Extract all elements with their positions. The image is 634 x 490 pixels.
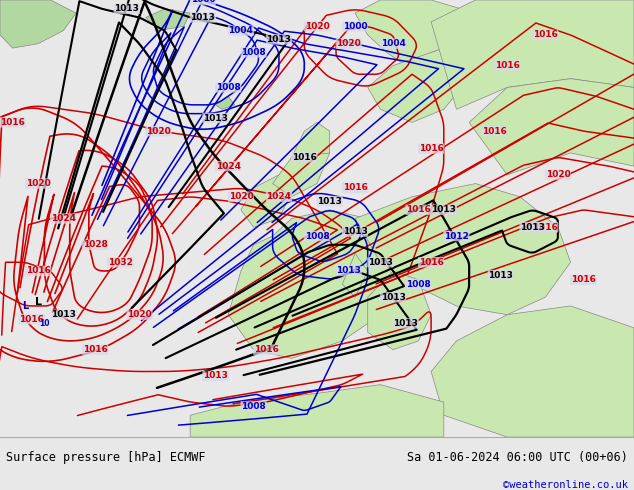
Polygon shape bbox=[0, 0, 76, 48]
Text: 1013: 1013 bbox=[342, 227, 368, 236]
Polygon shape bbox=[431, 306, 634, 437]
Text: 1016: 1016 bbox=[25, 267, 51, 275]
Text: L: L bbox=[34, 296, 42, 307]
Text: 1004: 1004 bbox=[380, 39, 406, 48]
Polygon shape bbox=[216, 96, 235, 109]
Text: 1004: 1004 bbox=[228, 26, 254, 35]
Text: 10: 10 bbox=[39, 319, 49, 328]
Text: 1016: 1016 bbox=[82, 345, 108, 354]
Polygon shape bbox=[431, 0, 634, 109]
Text: 1032: 1032 bbox=[108, 258, 133, 267]
Text: 1013: 1013 bbox=[114, 4, 139, 13]
Text: 1013: 1013 bbox=[317, 196, 342, 206]
Text: 1013: 1013 bbox=[520, 223, 545, 232]
Text: 1016: 1016 bbox=[342, 183, 368, 193]
Text: 1000: 1000 bbox=[191, 0, 215, 4]
Text: 1016: 1016 bbox=[495, 61, 520, 70]
Text: 1020: 1020 bbox=[228, 192, 254, 201]
Text: 1013: 1013 bbox=[380, 293, 406, 302]
Text: 1024: 1024 bbox=[266, 192, 292, 201]
Text: 1013: 1013 bbox=[368, 258, 393, 267]
Polygon shape bbox=[292, 122, 330, 157]
Text: 1016: 1016 bbox=[292, 153, 317, 162]
Polygon shape bbox=[190, 385, 444, 437]
Text: 1020: 1020 bbox=[127, 310, 152, 319]
Text: 1013: 1013 bbox=[393, 319, 418, 328]
Text: 1024: 1024 bbox=[51, 214, 76, 223]
Text: 1013: 1013 bbox=[431, 205, 456, 214]
Polygon shape bbox=[146, 9, 190, 30]
Text: 1020: 1020 bbox=[545, 171, 571, 179]
Text: 1016: 1016 bbox=[254, 345, 279, 354]
Text: 1020: 1020 bbox=[336, 39, 361, 48]
Text: 1013: 1013 bbox=[336, 267, 361, 275]
Text: 1016: 1016 bbox=[418, 258, 444, 267]
Text: ©weatheronline.co.uk: ©weatheronline.co.uk bbox=[503, 480, 628, 490]
Polygon shape bbox=[355, 0, 476, 66]
Text: 1016: 1016 bbox=[571, 275, 596, 284]
Text: 1013: 1013 bbox=[190, 13, 216, 22]
Text: 1016: 1016 bbox=[418, 144, 444, 153]
Polygon shape bbox=[342, 253, 368, 297]
Text: 1013: 1013 bbox=[203, 114, 228, 122]
Text: 1016: 1016 bbox=[0, 118, 25, 127]
Text: Surface pressure [hPa] ECMWF: Surface pressure [hPa] ECMWF bbox=[6, 451, 206, 464]
Text: 1008: 1008 bbox=[241, 48, 266, 57]
Text: 1016: 1016 bbox=[482, 126, 507, 136]
Polygon shape bbox=[241, 175, 292, 227]
Text: 1016: 1016 bbox=[533, 223, 558, 232]
Text: 1013: 1013 bbox=[266, 35, 292, 44]
Text: 1012: 1012 bbox=[444, 231, 469, 241]
Text: 1008: 1008 bbox=[216, 83, 241, 92]
Text: 1013: 1013 bbox=[488, 271, 514, 280]
Text: 1013: 1013 bbox=[203, 371, 228, 380]
Text: Sa 01-06-2024 06:00 UTC (00+06): Sa 01-06-2024 06:00 UTC (00+06) bbox=[407, 451, 628, 464]
Polygon shape bbox=[368, 271, 431, 350]
Polygon shape bbox=[228, 210, 406, 358]
Polygon shape bbox=[368, 44, 469, 122]
Text: 1028: 1028 bbox=[82, 240, 108, 249]
Text: 1008: 1008 bbox=[304, 231, 330, 241]
Text: 1016: 1016 bbox=[533, 30, 558, 40]
Text: 1020: 1020 bbox=[146, 126, 171, 136]
Text: 1016: 1016 bbox=[406, 205, 431, 214]
Polygon shape bbox=[355, 184, 571, 315]
Polygon shape bbox=[469, 79, 634, 175]
Text: 1013: 1013 bbox=[51, 310, 76, 319]
Polygon shape bbox=[273, 140, 330, 196]
Text: 1008: 1008 bbox=[241, 402, 266, 411]
Text: L: L bbox=[22, 301, 29, 311]
Text: 1020: 1020 bbox=[25, 179, 51, 188]
Text: 1024: 1024 bbox=[216, 162, 241, 171]
Text: 1020: 1020 bbox=[304, 22, 330, 31]
Text: 1008: 1008 bbox=[406, 280, 431, 289]
Text: 1000: 1000 bbox=[343, 22, 367, 31]
Text: 1016: 1016 bbox=[19, 315, 44, 323]
